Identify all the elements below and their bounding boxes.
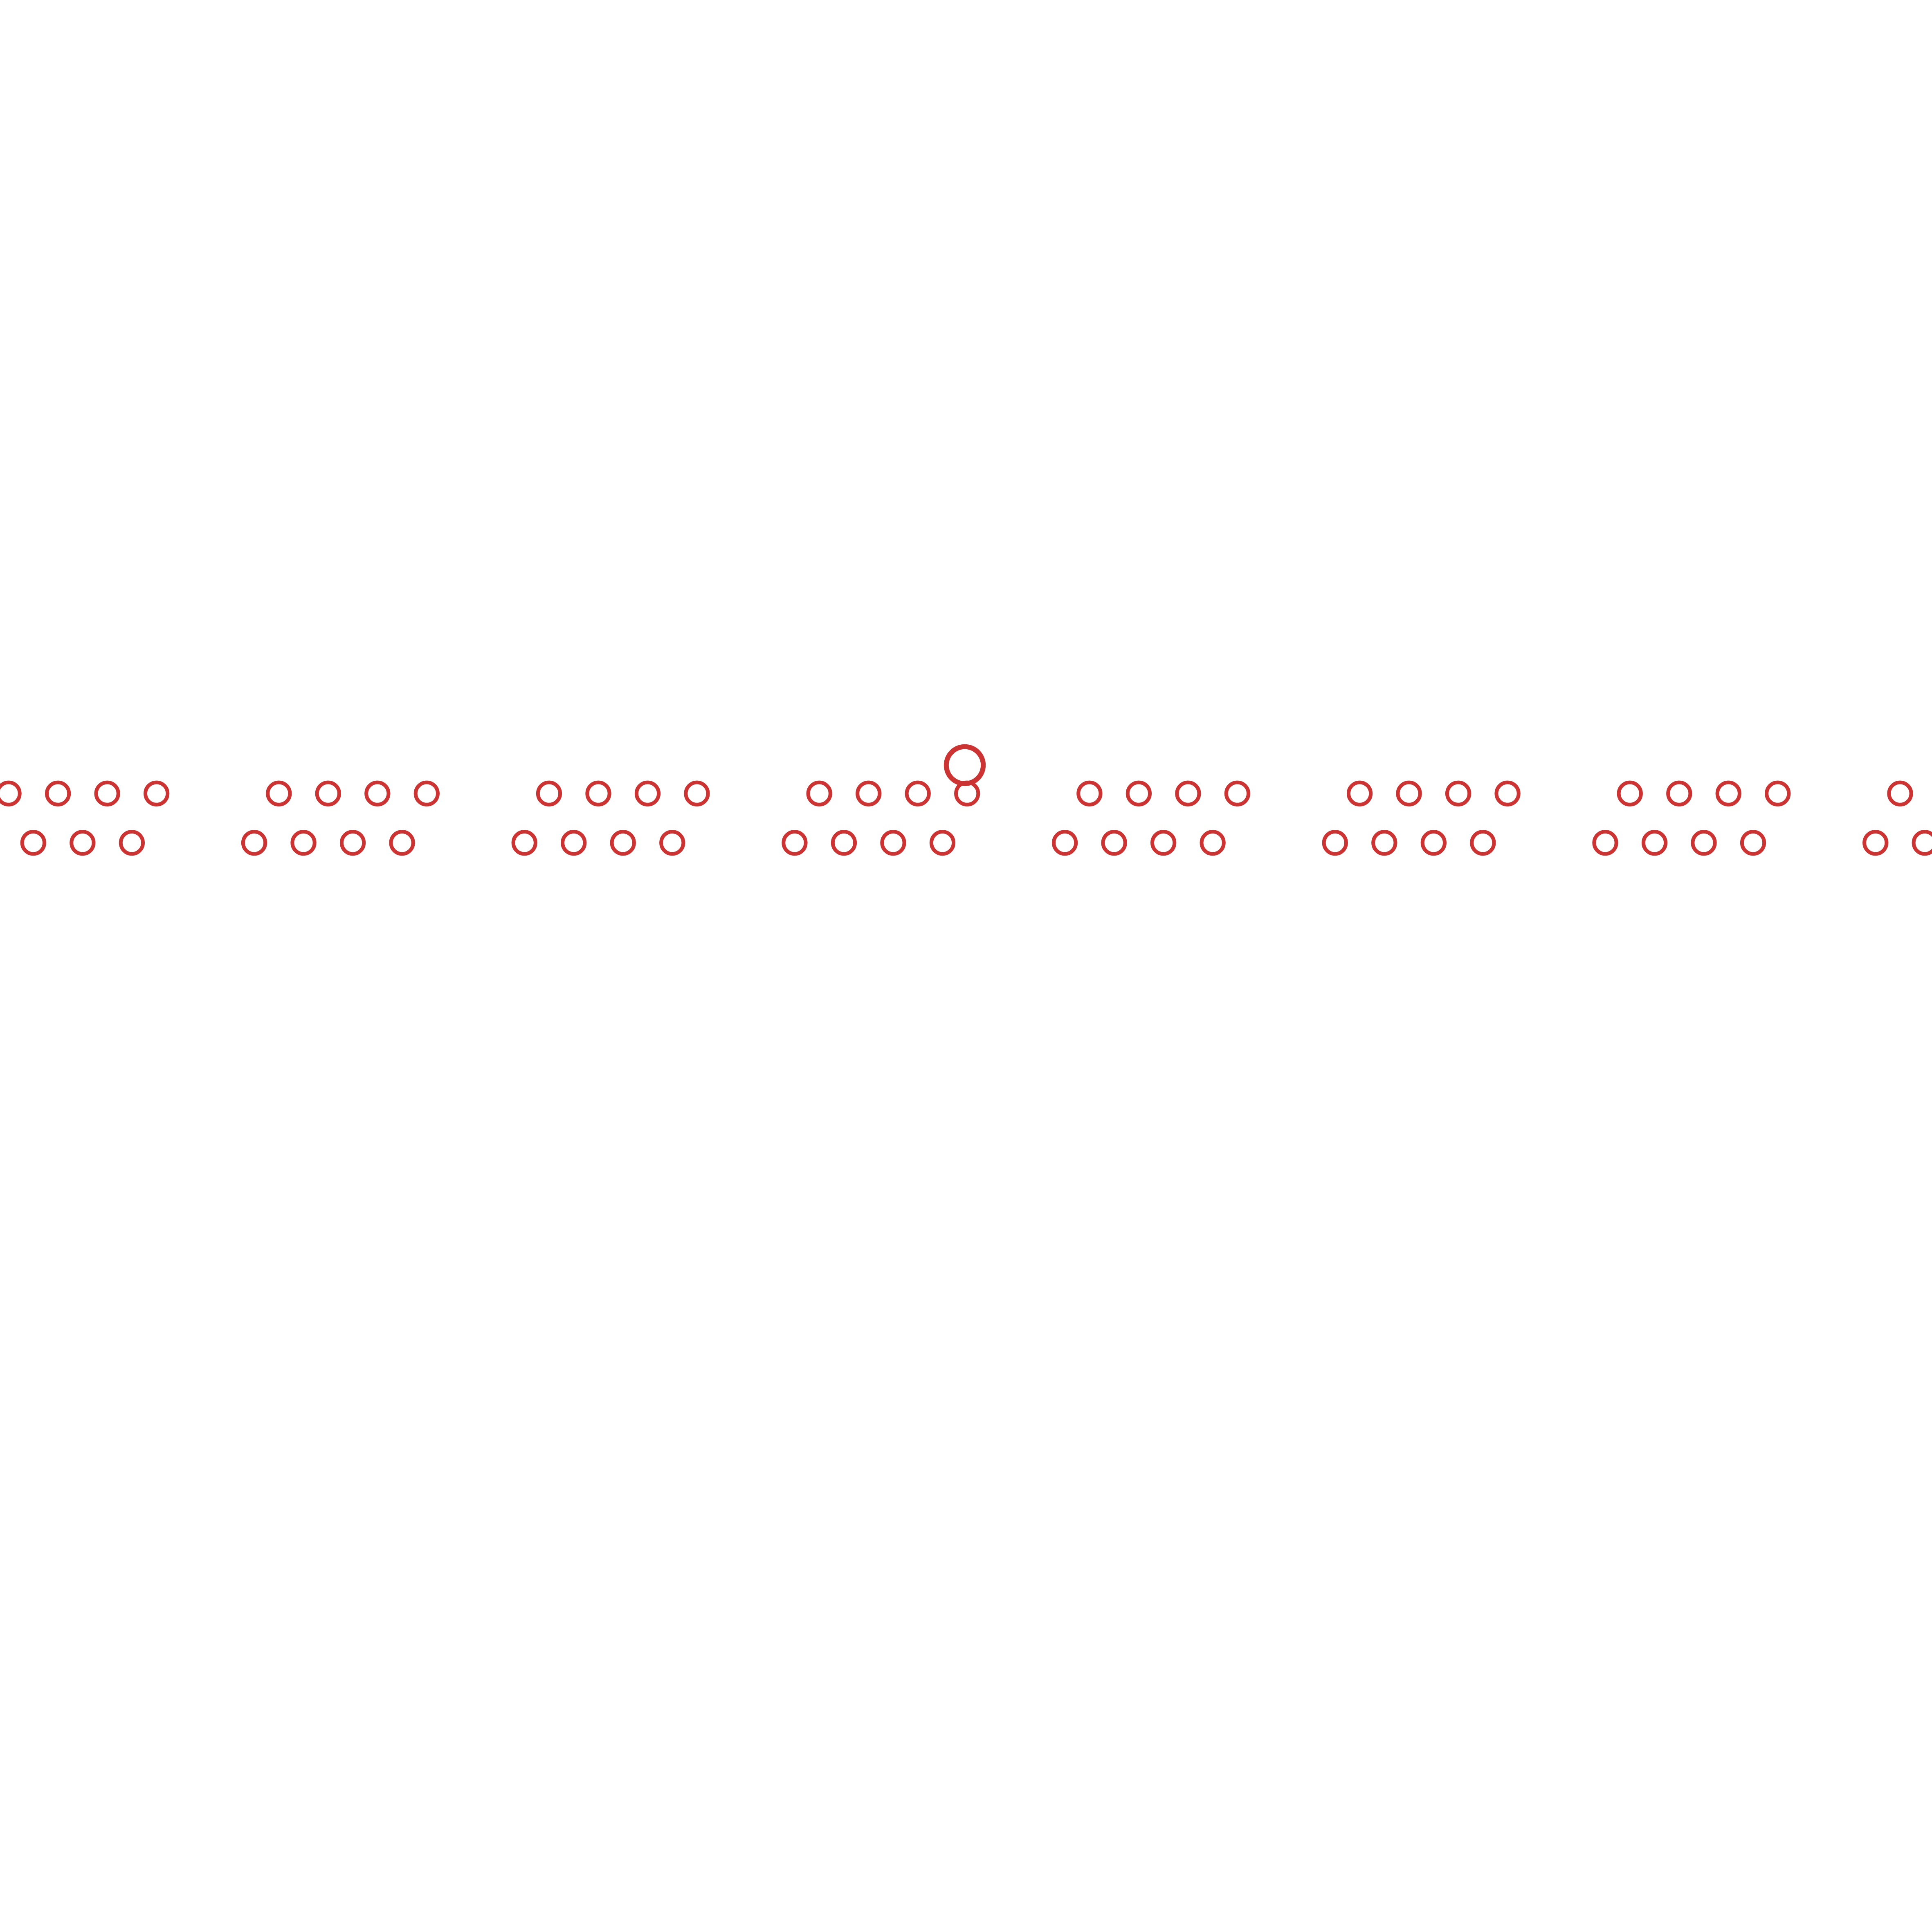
top-row-circle [1715,780,1741,806]
top-row-circle [634,780,661,806]
bottom-row-circle [290,830,317,856]
bottom-row-circle [20,830,46,856]
bottom-row-circle [610,830,636,856]
top-row-circle [1224,780,1251,806]
bottom-row-circle [1322,830,1348,856]
top-row-circle [45,780,71,806]
top-row-circle [266,780,292,806]
bottom-row-circle [1691,830,1717,856]
top-row-circle [905,780,931,806]
top-row-circle [1887,780,1913,806]
bottom-row-circle [1150,830,1177,856]
top-row-circle [856,780,882,806]
bottom-row-circle [70,830,96,856]
bottom-row-circle [119,830,145,856]
top-row-circle [364,780,391,806]
bottom-row-circle [389,830,415,856]
bottom-row-circle [1420,830,1447,856]
bottom-row-circle [561,830,587,856]
top-row-circle [1765,780,1791,806]
circle-rows [0,744,1932,856]
bottom-row-circle [1200,830,1226,856]
top-row-circle [1346,780,1373,806]
bottom-row-circle [1592,830,1618,856]
top-row-circle [1396,780,1422,806]
bottom-row-circle [782,830,808,856]
top-row-circle [1617,780,1643,806]
bottom-row-circle [1912,830,1932,856]
bottom-row-circle [1051,830,1078,856]
bottom-row-circle [929,830,956,856]
bottom-row-circle [659,830,685,856]
bottom-row-circle [831,830,857,856]
top-row-circle [94,780,120,806]
top-row-circle [1076,780,1103,806]
bottom-row-circle [511,830,537,856]
top-row-circle [1126,780,1152,806]
bottom-row-circle [880,830,906,856]
bottom-row-circle [1641,830,1668,856]
bottom-row-circle [241,830,267,856]
top-row-circle [143,780,170,806]
top-row-circle [1175,780,1201,806]
top-row-circle [1494,780,1521,806]
bottom-row-circle [1371,830,1397,856]
bottom-row-circle [1862,830,1889,856]
top-row-circle [536,780,562,806]
bottom-row-circle [339,830,366,856]
top-row-circle [806,780,832,806]
top-row-circle [0,780,22,806]
top-row-circle [684,780,710,806]
top-row-circle [1445,780,1471,806]
standalone-marker-circle [944,744,986,786]
top-row-circle [585,780,611,806]
top-row-circle [413,780,440,806]
top-row-circle [315,780,341,806]
bottom-row-circle [1101,830,1127,856]
bottom-row-circle [1740,830,1766,856]
bottom-row-circle [1470,830,1496,856]
top-row-circle [1666,780,1692,806]
